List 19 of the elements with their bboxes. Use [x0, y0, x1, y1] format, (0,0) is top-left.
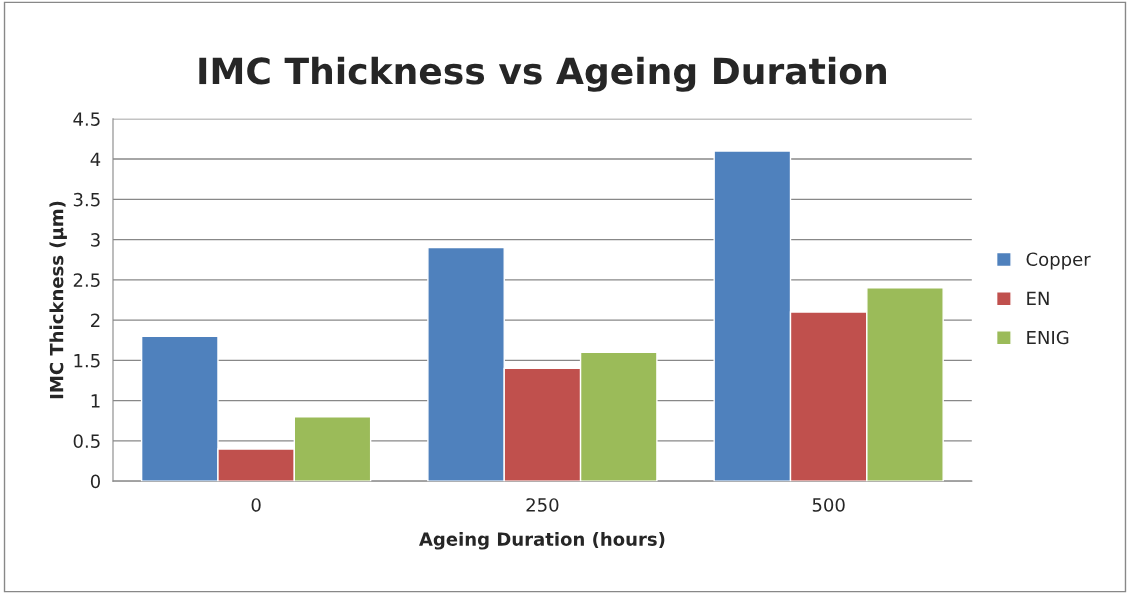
y-tick-label: 3: [91, 233, 100, 247]
x-tick-label: 250: [526, 498, 559, 512]
x-tick-label: 0: [251, 498, 261, 512]
y-tick-label: 1.5: [74, 354, 100, 368]
y-tick-label: 3.5: [73, 192, 100, 207]
chart-title: IMC Thickness vs Ageing Duration: [199, 56, 886, 92]
y-tick-label: 0: [90, 474, 100, 489]
y-tick-label: 2: [91, 313, 100, 327]
legend-label: Copper: [1026, 252, 1091, 270]
legend-label: ENIG: [1027, 330, 1069, 345]
y-tick-label: 4: [90, 152, 101, 166]
y-axis-title: IMC Thickness (μm): [49, 201, 67, 399]
x-tick-label: 500: [812, 498, 845, 512]
y-tick-label: 4.5: [73, 112, 100, 126]
y-tick-label: 0.5: [73, 434, 100, 448]
y-tick-label: 2.5: [73, 273, 100, 287]
legend-label: EN: [1027, 291, 1049, 305]
y-tick-label: 1: [91, 394, 100, 408]
x-axis-title: Ageing Duration (hours): [419, 531, 665, 550]
